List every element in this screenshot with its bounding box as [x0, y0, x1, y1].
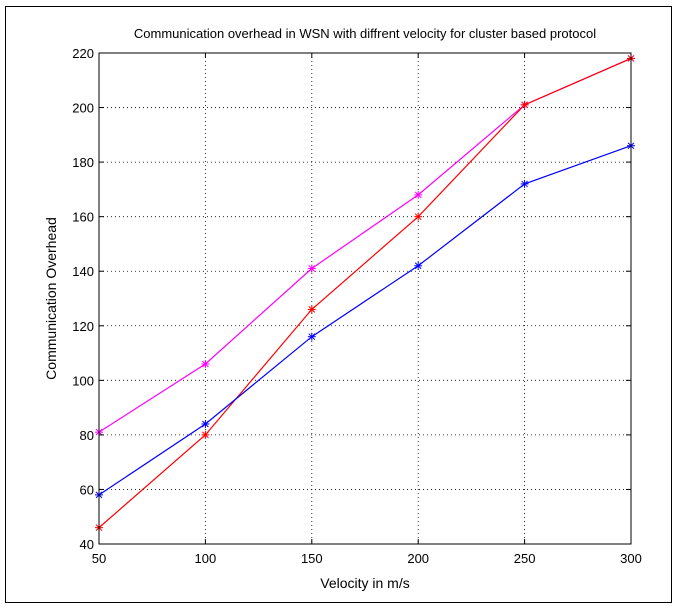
- data-point: [414, 190, 423, 199]
- x-tick-label: 150: [301, 551, 323, 566]
- x-tick-label: 250: [514, 551, 536, 566]
- y-tick-label: 60: [80, 482, 94, 497]
- data-point: [201, 430, 210, 439]
- data-point: [201, 419, 210, 428]
- data-point: [520, 179, 529, 188]
- y-tick-label: 80: [80, 428, 94, 443]
- y-tick-label: 100: [72, 373, 94, 388]
- grid: [99, 53, 631, 544]
- series-layer: [95, 54, 635, 532]
- x-tick-label: 50: [92, 551, 106, 566]
- figure-frame: [5, 6, 672, 603]
- y-axis-label: Communication Overhead: [43, 217, 59, 380]
- y-tick-label: 220: [72, 46, 94, 61]
- y-tick-label: 160: [72, 210, 94, 225]
- series-line-2: [98, 57, 632, 529]
- x-tick-label: 100: [195, 551, 217, 566]
- y-tick-label: 180: [72, 155, 94, 170]
- data-point: [201, 359, 210, 368]
- ticks: 50 100 150 200 250 300 40 60 80 100 120 140 160 180 20…: [72, 46, 642, 566]
- y-tick-label: 120: [72, 319, 94, 334]
- data-point: [307, 305, 316, 314]
- plot-area: [98, 52, 632, 545]
- x-axis-label: Velocity in m/s: [320, 575, 409, 591]
- y-tick-label: 40: [80, 537, 94, 552]
- data-point: [520, 100, 529, 109]
- data-point: [414, 212, 423, 221]
- y-tick-label: 200: [72, 101, 94, 116]
- series-line-3: [98, 145, 632, 496]
- data-point: [307, 332, 316, 341]
- series-line-1: [98, 57, 632, 433]
- data-point: [414, 261, 423, 270]
- x-tick-label: 200: [407, 551, 429, 566]
- x-tick-label: 300: [620, 551, 642, 566]
- data-point: [307, 264, 316, 273]
- y-tick-label: 140: [72, 264, 94, 279]
- chart-title: Communication overhead in WSN with diffr…: [134, 26, 596, 41]
